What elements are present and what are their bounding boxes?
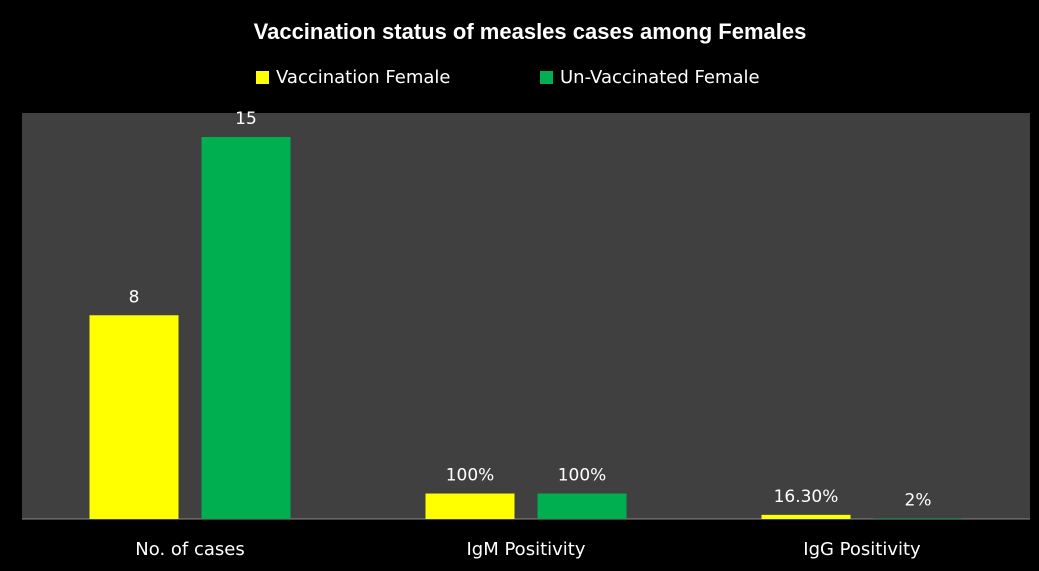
x-tick-label: IgM Positivity: [466, 539, 585, 560]
legend-swatch: [540, 71, 553, 84]
bar: [761, 514, 851, 519]
bar: [873, 518, 963, 519]
value-label: 16.30%: [774, 487, 839, 507]
bar: [201, 137, 291, 519]
chart-title: Vaccination status of measles cases amon…: [254, 19, 807, 44]
plot-area: [22, 113, 1030, 519]
bar: [537, 493, 627, 519]
x-tick-label: No. of cases: [135, 539, 244, 560]
x-tick-label: IgG Positivity: [803, 539, 921, 560]
value-label: 2%: [905, 490, 932, 510]
legend-label: Vaccination Female: [276, 67, 450, 88]
value-label: 100%: [558, 466, 607, 486]
value-label: 8: [129, 287, 140, 307]
bar: [425, 493, 515, 519]
legend-label: Un-Vaccinated Female: [560, 67, 760, 88]
bar: [89, 315, 179, 519]
legend-swatch: [256, 71, 269, 84]
value-label: 100%: [446, 466, 495, 486]
value-label: 15: [235, 109, 257, 129]
